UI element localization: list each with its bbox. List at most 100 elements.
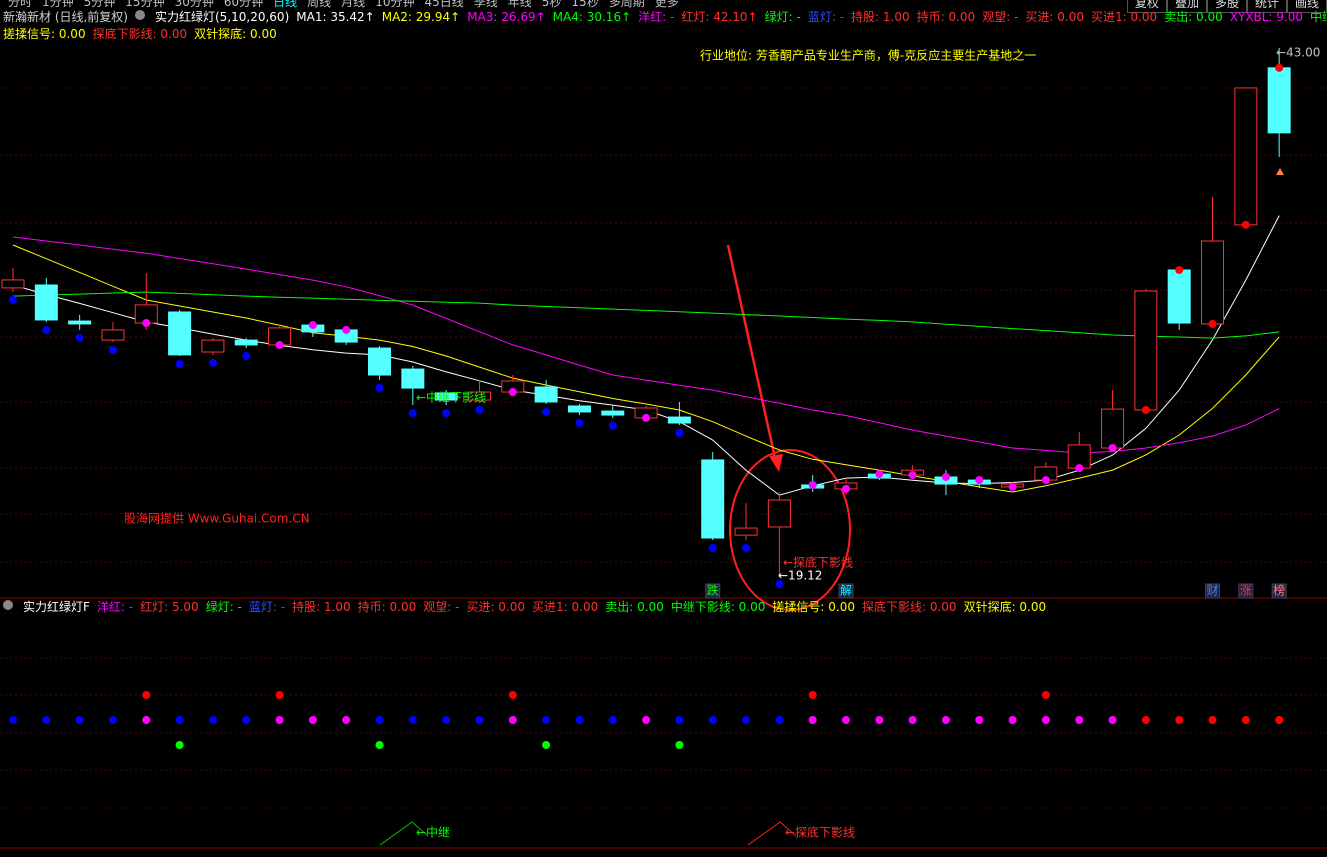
legend-item: 双针探底: 0.00 — [963, 600, 1047, 614]
legend-item: 探底下影线: 0.00 — [861, 600, 957, 614]
signal-dot — [675, 429, 684, 438]
signal-dot — [9, 295, 17, 304]
legend-item: MA3: 26.69↑ — [467, 10, 546, 24]
legend-item: 持币: 0.00 — [916, 10, 976, 24]
legend-item: 持币: 0.00 — [357, 600, 417, 614]
signal-dot — [108, 346, 117, 355]
menu-item[interactable]: 15分钟 — [125, 0, 165, 9]
tool-button[interactable]: 叠加 — [1166, 0, 1207, 13]
signal-dot — [375, 383, 384, 392]
signal-dot — [842, 716, 850, 724]
signal-dot — [1041, 716, 1050, 724]
signal-dot — [742, 544, 751, 553]
signal-dot — [1208, 319, 1217, 328]
tool-button[interactable]: 复权 — [1126, 0, 1167, 13]
candle-body — [34, 284, 58, 321]
menu-item[interactable]: 月线 — [341, 0, 366, 9]
signal-dot — [142, 716, 151, 724]
legend-line: 搓揉信号: 0.00 探底下影线: 0.00 双针探底: 0.00 — [3, 27, 277, 41]
signal-dot — [1175, 265, 1184, 274]
signal-dot — [242, 352, 251, 361]
tool-button[interactable]: 画线 — [1286, 0, 1327, 13]
legend-item: 搓揉信号: 0.00 — [772, 600, 855, 614]
candle-body — [201, 339, 225, 353]
candle-body — [1201, 240, 1225, 325]
menu-item[interactable]: 60分钟 — [223, 0, 264, 9]
candle-body — [1101, 408, 1125, 449]
signal-dot — [408, 409, 417, 418]
legend-item: 卖出: 0.00 — [605, 600, 664, 614]
annotation: ←19.12 — [778, 569, 822, 583]
menu-icon[interactable] — [3, 600, 13, 610]
highlight-ellipse — [729, 449, 851, 611]
menu-item[interactable]: 1分钟 — [42, 0, 74, 9]
signal-dot — [941, 472, 950, 481]
menu-item[interactable]: 30分钟 — [174, 0, 214, 9]
signal-dot — [708, 716, 717, 724]
arrow — [726, 244, 777, 459]
candle-body — [1167, 269, 1191, 324]
signal-dot — [42, 716, 51, 724]
legend-line: 新瀚新材 (日线,前复权) 实力红绿灯(5,10,20,60) MA1: 35.42… — [3, 10, 1327, 24]
menu-item[interactable]: 15秒 — [571, 0, 599, 9]
menu-item[interactable]: 45日线 — [424, 0, 464, 9]
signal-dot — [708, 544, 717, 553]
menu-item[interactable]: 季线 — [473, 0, 498, 9]
menu-item[interactable]: 5分钟 — [83, 0, 116, 9]
marker-box — [1271, 583, 1287, 599]
legend-item: 买进1: 0.00 — [1090, 10, 1158, 24]
legend-item: 新瀚新材 (日线,前复权) — [3, 10, 128, 24]
signal-dot — [575, 716, 584, 724]
menu-icon[interactable] — [135, 10, 145, 20]
signal-dot — [175, 360, 184, 369]
signal-dot — [1141, 716, 1150, 724]
legend-item: 蓝灯: - — [248, 600, 286, 614]
signal-label: ←探底下影线 — [785, 825, 855, 840]
annotation: 股海网提供 Www.Guhai.Com.CN — [124, 511, 310, 526]
candle-body — [701, 459, 725, 539]
legend-item: 买进1: 0.00 — [532, 600, 599, 614]
signal-dot — [275, 716, 284, 724]
menu-item[interactable]: 周线 — [307, 0, 332, 9]
signal-dot — [1141, 405, 1150, 414]
candle-body — [434, 392, 458, 401]
legend-item: 买进: 0.00 — [1025, 10, 1084, 24]
signal-dot — [775, 716, 784, 724]
menu-item[interactable]: 年线 — [507, 0, 532, 9]
legend-item: 绿灯: - — [764, 10, 801, 24]
signal-dot — [808, 691, 817, 699]
menu-bar: 分时 1分钟 5分钟 15分钟 30分钟 60分钟 日线 周线 月线 10分钟 45日线 季线 年线 5秒… — [8, 0, 679, 10]
grid — [0, 87, 1327, 809]
tool-button[interactable]: 统计 — [1246, 0, 1287, 13]
ma-line — [12, 291, 1280, 339]
signal-dot — [242, 716, 251, 724]
signal-dot — [375, 741, 384, 749]
legend-item: 绿灯: - — [205, 600, 242, 614]
signal-dot — [1008, 716, 1017, 724]
signal-dot — [908, 716, 917, 724]
signal-dot — [1041, 476, 1050, 485]
menu-item[interactable]: 5秒 — [541, 0, 562, 9]
signal-dot — [308, 716, 317, 724]
marker-triangle — [1276, 168, 1284, 175]
signal-dot — [775, 580, 784, 589]
menu-item[interactable]: 日线 — [273, 0, 298, 9]
signal-dot — [575, 419, 584, 428]
menu-item[interactable]: 多周期 — [608, 0, 645, 9]
signal-dot — [642, 413, 651, 422]
marker-box — [705, 583, 721, 599]
signal-dot — [975, 476, 984, 485]
menu-item[interactable]: 更多 — [654, 0, 679, 9]
signal-dot — [175, 741, 184, 749]
marker-label: 榜 — [1273, 583, 1285, 598]
tool-button[interactable]: 多股 — [1206, 0, 1247, 13]
legend-item: 探底下影线: 0.00 — [92, 27, 188, 41]
menu-item[interactable]: 分时 — [8, 0, 33, 9]
legend-item: MA4: 30.16↑ — [552, 10, 632, 24]
candle-body — [1234, 87, 1258, 226]
signal-dot — [208, 716, 217, 724]
menu-item[interactable]: 10分钟 — [375, 0, 415, 9]
signal-dot — [75, 333, 84, 342]
signal-dot — [1075, 716, 1084, 724]
annotation: 行业地位: 芳香酮产品专业生产商，傅-克反应主要生产基地之一 — [700, 48, 1036, 63]
